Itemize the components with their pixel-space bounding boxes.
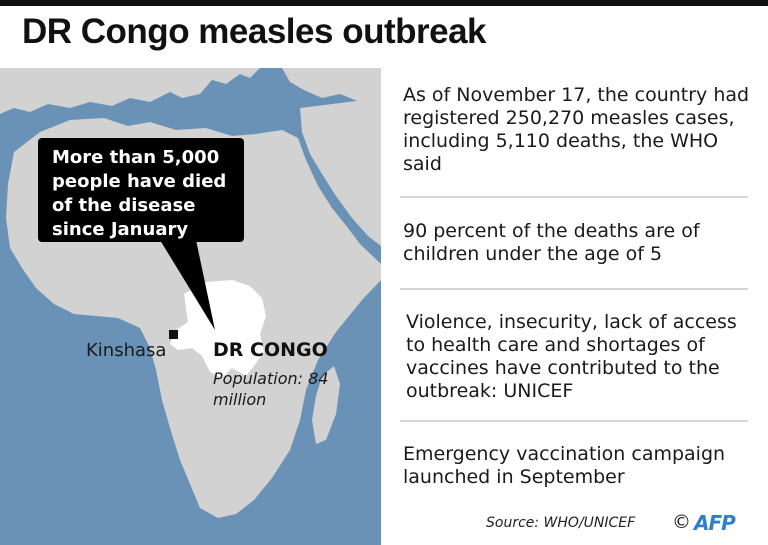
afp-logo: AFP (694, 511, 736, 535)
africa-map (0, 68, 381, 545)
callout-box (38, 138, 244, 242)
fact-divider (400, 288, 748, 290)
callout-pointer (160, 240, 215, 330)
fact-vaccination: Emergency vaccination campaign launched … (403, 443, 726, 488)
kinshasa-marker (169, 330, 178, 339)
fact-cases: As of November 17, the country had regis… (403, 84, 750, 175)
europe-east-land (282, 68, 381, 102)
city-label-kinshasa: Kinshasa (86, 340, 167, 361)
europe-land (0, 68, 260, 114)
arabia-land (300, 98, 381, 246)
africa-map-graphic (0, 68, 381, 545)
copyright-symbol: © (672, 511, 691, 533)
page-title: DR Congo measles outbreak (22, 12, 487, 51)
fact-divider (400, 420, 748, 422)
source-note: Source: WHO/UNICEF (486, 515, 636, 531)
fact-children: 90 percent of the deaths are of children… (403, 220, 700, 265)
country-label: DR CONGO (213, 339, 328, 361)
callout-text: More than 5,000 people have died of the … (52, 147, 227, 240)
fact-divider (400, 196, 748, 198)
madagascar-land (312, 366, 340, 444)
fact-causes: Violence, insecurity, lack of access to … (406, 311, 737, 402)
population-label: Population: 84 million (213, 369, 329, 409)
dr-congo-shape (170, 280, 266, 378)
top-rule (0, 0, 768, 6)
